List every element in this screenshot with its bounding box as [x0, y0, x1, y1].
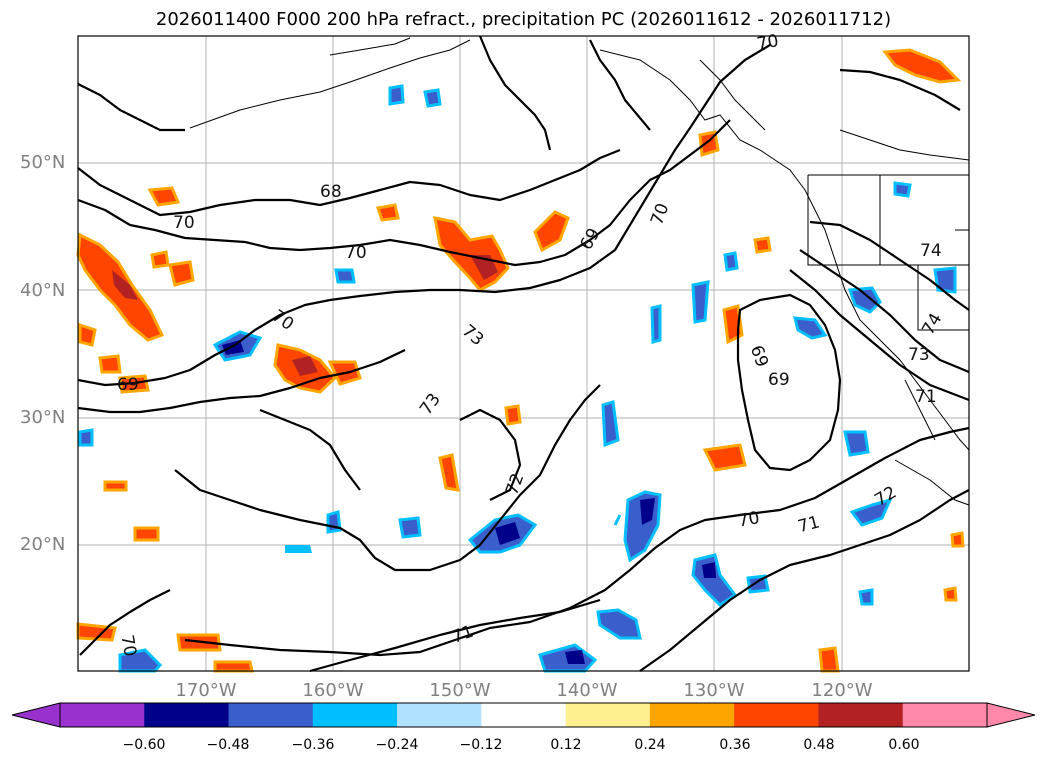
contour-label: 74: [918, 310, 946, 339]
contour-lines: [77, 35, 970, 673]
lat-label-20n: 20°N: [20, 534, 66, 555]
colorbar-bin: [397, 703, 482, 727]
precip-negative: [78, 84, 957, 673]
contour-label: 70: [173, 213, 195, 233]
contour-label: 71: [915, 387, 937, 407]
colorbar-bin: [144, 703, 230, 727]
colorbar-frame: [59, 702, 988, 728]
colorbar-bin: [481, 703, 567, 727]
lat-label-30n: 30°N: [20, 407, 66, 428]
contour-label: 73: [908, 345, 930, 365]
lon-label-140w: 140°W: [556, 680, 618, 701]
colorbar-bin: [60, 703, 145, 727]
colorbar-tick-label: −0.60: [122, 737, 166, 753]
lon-label-130w: 130°W: [683, 680, 745, 701]
colorbar-tick-label: 0.48: [803, 737, 835, 753]
colorbar-bin: [312, 703, 398, 727]
lon-label-120w: 120°W: [811, 680, 873, 701]
contour-label: 73: [416, 390, 445, 419]
contour-label: 70: [345, 243, 367, 263]
colorbar-tick-label: −0.24: [375, 737, 419, 753]
colorbar-tick-label: −0.48: [206, 737, 250, 753]
colorbar-bin: [902, 703, 988, 727]
colorbar-tick-label: 0.36: [719, 737, 751, 753]
precip-positive: [76, 48, 965, 673]
contour-label: 70: [755, 31, 780, 54]
map-frame: [77, 35, 970, 672]
contour-label: 74: [920, 241, 942, 261]
contour-label-group: 68 70 70 69 70 70 69 73 72 73 69 69 74 7…: [116, 31, 946, 658]
lon-label-160w: 160°W: [302, 680, 364, 701]
colorbar: [11, 702, 1036, 728]
contour-label: 69: [746, 343, 772, 370]
contour-label: 70: [647, 201, 673, 228]
contour-label: 71: [449, 622, 476, 648]
contour-label: 69: [768, 370, 790, 390]
contour-label: 69: [117, 375, 139, 395]
contour-label: 71: [796, 512, 822, 537]
contour-label: 68: [320, 182, 342, 202]
colorbar-bin: [649, 703, 735, 727]
contour-label: 73: [458, 321, 487, 350]
lat-label-50n: 50°N: [20, 152, 66, 173]
colorbar-bin: [818, 703, 904, 727]
colorbar-extend-low: [11, 702, 61, 728]
colorbar-tick-label: −0.12: [459, 737, 503, 753]
lon-label-150w: 150°W: [429, 680, 491, 701]
contour-label: 70: [736, 508, 761, 531]
colorbar-bin: [565, 703, 651, 727]
colorbar-bin: [734, 703, 819, 727]
contour-label: 69: [576, 225, 604, 254]
colorbar-extend-high: [986, 702, 1036, 728]
lon-label-170w: 170°W: [175, 680, 237, 701]
colorbar-bin: [228, 703, 314, 727]
colorbar-tick-label: −0.36: [291, 737, 335, 753]
precip-blobs: [76, 48, 965, 673]
colorbar-tick-label: 0.60: [888, 737, 920, 753]
colorbar-tick-label: 0.24: [634, 737, 666, 753]
contour-label: 72: [502, 471, 528, 498]
map-title: 2026011400 F000 200 hPa refract., precip…: [155, 9, 892, 30]
colorbar-tick-label: 0.12: [550, 737, 582, 753]
lat-label-40n: 40°N: [20, 280, 66, 301]
contour-label: 70: [116, 633, 139, 658]
